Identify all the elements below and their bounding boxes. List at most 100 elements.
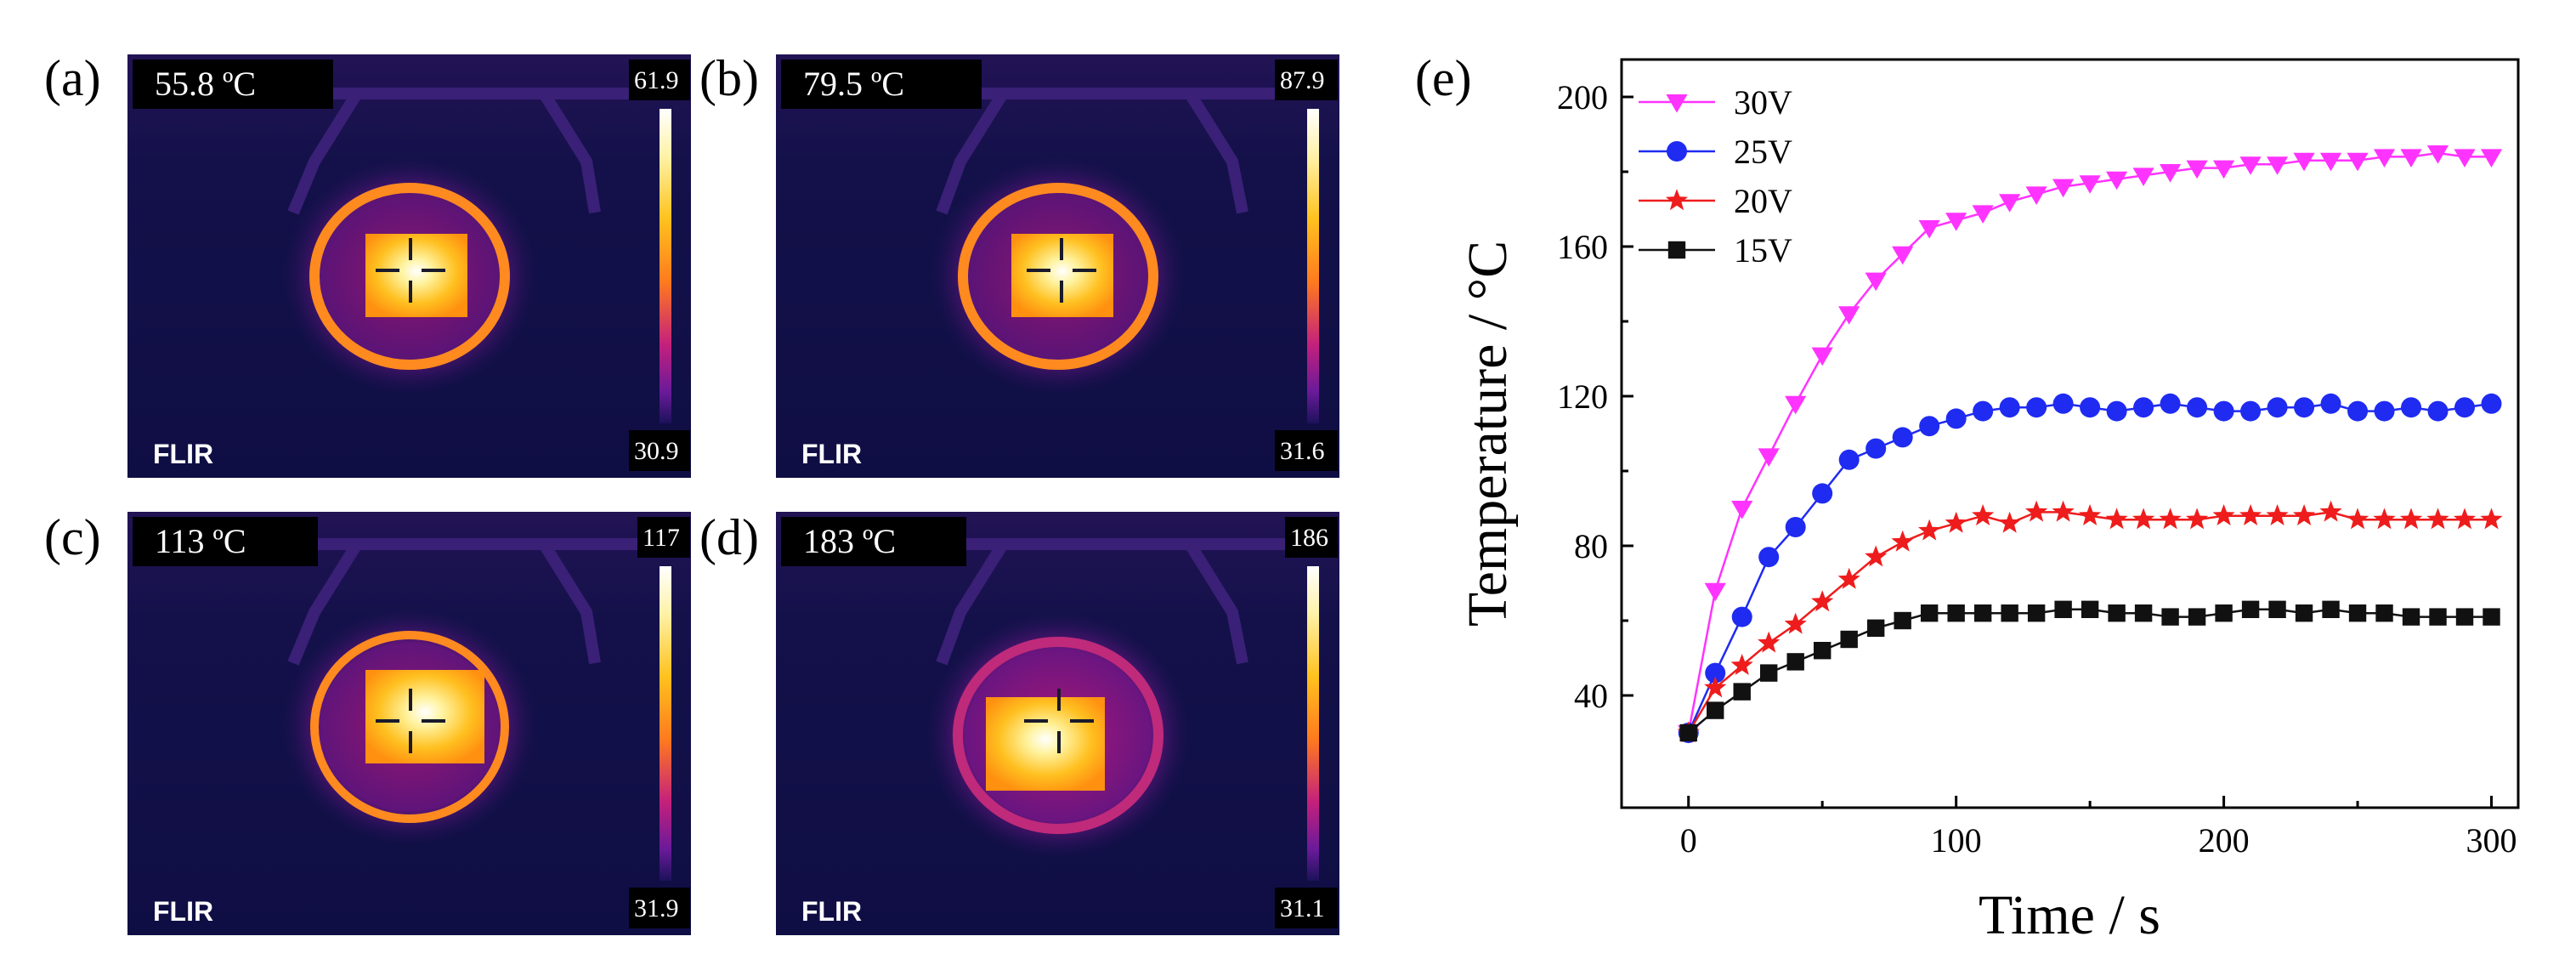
data-point (2348, 604, 2367, 622)
heater-ring (958, 183, 1158, 370)
data-point (1865, 272, 1887, 292)
scale-min: 31.9 (634, 894, 679, 922)
data-point (2186, 508, 2209, 530)
data-point (1733, 683, 1751, 701)
panel-letter: (b) (699, 50, 759, 106)
scale-max: 61.9 (634, 66, 679, 94)
crosshair-icon (1024, 689, 1094, 753)
data-point (1784, 612, 1807, 634)
flir-logo: FLIR (153, 439, 213, 469)
data-point (2454, 149, 2476, 167)
data-point (2429, 608, 2447, 626)
series-15v (1679, 600, 2500, 742)
data-point (2266, 504, 2289, 525)
data-point (2481, 393, 2502, 414)
legend-label: 20V (1734, 182, 1792, 220)
data-point (2079, 504, 2102, 525)
heater-ring (310, 631, 509, 823)
scale-max-box (1275, 60, 1338, 100)
legend-item-15v: 15V (1639, 231, 1792, 270)
y-axis-title: Temperature / °C (1457, 241, 1519, 627)
data-point (1999, 397, 2020, 418)
data-point (2293, 152, 2315, 172)
data-point (1865, 545, 1888, 567)
data-point (2239, 156, 2262, 175)
x-tick-label: 300 (2466, 821, 2517, 860)
mount-bracket (280, 88, 654, 215)
data-point (2268, 600, 2286, 618)
scale-min-box (1275, 430, 1338, 471)
data-point (2079, 175, 2101, 194)
series-group (1677, 145, 2503, 744)
data-point (1758, 547, 1780, 568)
spot-temp-box (133, 60, 333, 109)
data-point (2212, 504, 2235, 525)
data-point (1945, 213, 1967, 231)
thermal-panel-b: (b) 79.5 ºC 87.9 31.6 FLIR (699, 50, 1339, 478)
data-point (1811, 590, 1834, 612)
hot-plate (365, 670, 484, 763)
scale-max: 117 (643, 524, 680, 552)
data-point (1998, 511, 2021, 533)
data-point (1707, 701, 1724, 719)
series-25v (1678, 393, 2502, 743)
data-point (1972, 205, 1994, 224)
spot-temp: 79.5 ºC (803, 65, 904, 103)
x-tick-label: 200 (2199, 821, 2250, 860)
data-point (1704, 676, 1727, 698)
data-point (2081, 600, 2099, 618)
crosshair-icon (1027, 238, 1096, 303)
thermal-panel-c: (c) 113 ºC 117 31.9 FLIR (44, 509, 691, 935)
panel-letter: (c) (44, 509, 101, 565)
data-point (2134, 604, 2153, 622)
data-point (2159, 164, 2182, 183)
legend-marker (1667, 141, 1687, 162)
hot-plate (986, 697, 1105, 791)
data-point (2319, 152, 2342, 172)
data-point (2132, 508, 2155, 530)
data-point (2132, 167, 2154, 186)
data-point (2052, 393, 2074, 414)
scale-max-box (629, 60, 690, 100)
spot-temp: 183 ºC (803, 522, 896, 560)
hot-plate (365, 234, 467, 317)
series-line-15v (1687, 608, 2492, 734)
data-point (1918, 220, 1940, 239)
legend-item-25v: 25V (1639, 133, 1792, 171)
data-point (1812, 483, 1833, 504)
data-point (2480, 149, 2503, 167)
data-point (2480, 508, 2503, 530)
data-point (1947, 604, 1965, 622)
series-line-25v (1687, 402, 2492, 734)
data-point (2133, 397, 2154, 418)
series-line-20v (1687, 511, 2492, 734)
color-scale-bar (660, 566, 671, 881)
spot-temp-box (781, 517, 966, 566)
data-point (1731, 606, 1752, 627)
data-point (2375, 604, 2393, 622)
legend-item-20v: 20V (1639, 182, 1792, 220)
temperature-chart: (e) 0 100 200 300 40 80 120 160 200 30V 25V 20V 15V… (1415, 50, 2520, 946)
data-point (1918, 519, 1941, 541)
color-scale-bar (1307, 109, 1319, 423)
legend-item-30v: 30V (1639, 83, 1792, 122)
data-point (2161, 608, 2179, 626)
data-point (2025, 500, 2048, 522)
data-point (2347, 400, 2369, 422)
flir-logo: FLIR (153, 896, 213, 927)
data-point (2106, 171, 2128, 190)
color-scale-bar (1307, 566, 1319, 881)
data-point (1705, 662, 1726, 684)
data-point (2295, 604, 2313, 622)
data-point (2401, 397, 2422, 418)
series-line-30v (1687, 151, 2492, 734)
panel-letter: (d) (699, 509, 759, 565)
data-point (1838, 306, 1860, 325)
data-point (2026, 397, 2047, 418)
data-point (2402, 608, 2420, 626)
data-point (1786, 653, 1804, 671)
data-point (2213, 400, 2234, 422)
data-point (1758, 631, 1781, 653)
data-point (1785, 395, 1807, 415)
data-point (2320, 393, 2341, 414)
